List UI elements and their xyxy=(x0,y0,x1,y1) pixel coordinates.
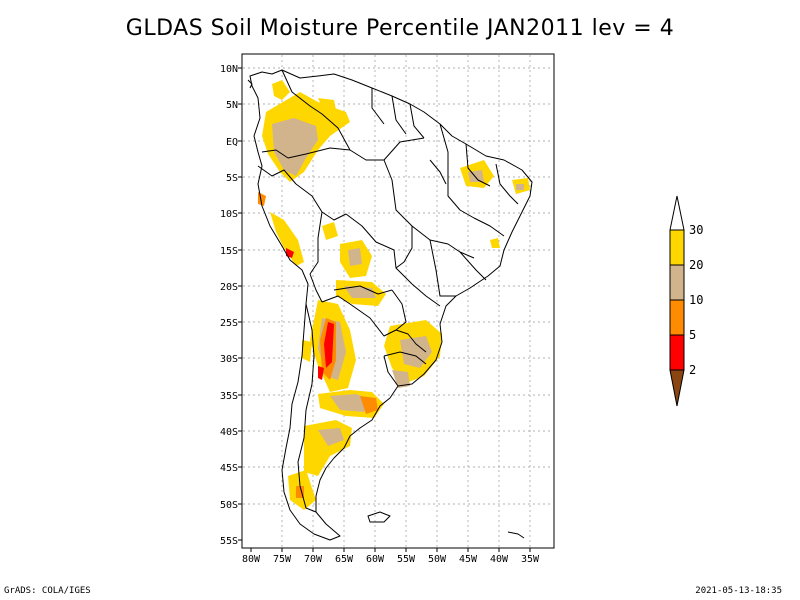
colorbar-bottom-triangle xyxy=(669,369,685,407)
brazil-internal-7 xyxy=(459,251,487,281)
shade-arg-andes-red xyxy=(324,322,334,368)
border-suriname-fguiana xyxy=(409,103,425,139)
shade-bolivia-tan xyxy=(348,248,362,266)
border-colombia-ecuador xyxy=(261,149,289,159)
continent-outline xyxy=(249,69,533,541)
shade-bolivia-yellow xyxy=(322,222,338,240)
border-peru-bolivia xyxy=(309,211,323,275)
lat-label-25s: 25S xyxy=(220,318,238,329)
colorbar-top-triangle xyxy=(669,195,685,231)
falklands xyxy=(367,511,391,523)
border-colombia-brazil xyxy=(287,137,425,161)
brazil-internal-10 xyxy=(429,159,447,185)
shade-ven-yellow xyxy=(318,98,336,112)
border-uruguay xyxy=(383,351,427,365)
footer-credit: GrADS: COLA/IGES xyxy=(4,586,91,596)
footer-timestamp: 2021-05-13-18:35 xyxy=(695,586,782,596)
border-uruguay-south xyxy=(383,355,399,387)
colorbar-swatch-20-30 xyxy=(669,229,685,266)
border-venezuela-guyana xyxy=(371,88,385,125)
lat-label-eq: EQ xyxy=(226,137,238,148)
lon-label-70w: 70W xyxy=(304,554,323,565)
lat-label-30s: 30S xyxy=(220,354,238,365)
border-colombia-venezuela xyxy=(281,69,351,151)
shade-peru-strip xyxy=(270,212,304,266)
colorbar-swatch-2-5 xyxy=(669,334,685,371)
lon-label-75w: 75W xyxy=(273,554,292,565)
lat-label-5s: 5S xyxy=(226,173,238,184)
border-bolivia-arg xyxy=(321,295,351,305)
shade-arg-central-orange xyxy=(360,396,378,414)
border-ecuador-peru xyxy=(257,165,297,185)
lat-label-55s: 55S xyxy=(220,536,238,547)
shade-chaco-tan xyxy=(344,286,376,298)
plot-frame xyxy=(241,53,555,549)
lon-label-35w: 35W xyxy=(521,554,540,565)
shade-ne-brazil-tan xyxy=(468,170,484,182)
brazil-internal-3 xyxy=(429,239,456,297)
border-guyana-suriname xyxy=(391,95,407,135)
lon-label-65w: 65W xyxy=(335,554,354,565)
lat-label-15s: 15S xyxy=(220,246,238,257)
brazil-internal-5 xyxy=(465,143,491,187)
lon-label-50w: 50W xyxy=(428,554,447,565)
border-chile-arg xyxy=(297,303,317,513)
map-title: GLDAS Soil Moisture Percentile JAN2011 l… xyxy=(125,16,675,41)
lat-label-20s: 20S xyxy=(220,282,238,293)
shade-sbrazil-tan xyxy=(400,336,432,368)
galapagos-islands xyxy=(247,79,253,89)
brazil-internal-8 xyxy=(411,283,441,307)
lon-labels: 80W 75W 70W 65W 60W 55W 50W 45W 40W 35W xyxy=(242,554,540,565)
coastline-and-borders xyxy=(247,69,533,541)
lat-ticks xyxy=(238,67,242,541)
shade-caribbean-yellow xyxy=(272,80,290,100)
colorbar-label-30: 30 xyxy=(689,223,703,237)
lat-label-45s: 45S xyxy=(220,463,238,474)
lat-label-5n: 5N xyxy=(226,100,238,111)
lon-label-60w: 60W xyxy=(366,554,385,565)
brazil-internal-9 xyxy=(495,163,519,205)
lon-label-80w: 80W xyxy=(242,554,261,565)
colorbar xyxy=(669,195,685,407)
lat-label-35s: 35S xyxy=(220,391,238,402)
colorbar-label-20: 20 xyxy=(689,258,703,272)
colorbar-label-2: 2 xyxy=(689,363,696,377)
border-paraguay-brazil xyxy=(391,289,407,331)
border-peru-brazil xyxy=(295,183,347,221)
border-bolivia-paraguay xyxy=(333,285,393,295)
brazil-internal-4 xyxy=(439,123,475,219)
brazil-internal-6 xyxy=(473,217,505,237)
tierra-del-fuego-island xyxy=(507,531,525,539)
lon-ticks xyxy=(250,548,531,552)
lon-label-40w: 40W xyxy=(490,554,509,565)
shade-brazil-small xyxy=(490,238,500,248)
border-bolivia-chile xyxy=(309,273,323,303)
soil-moisture-shading xyxy=(258,80,530,510)
brazil-internal-2 xyxy=(395,226,413,269)
lat-label-10n: 10N xyxy=(220,64,238,75)
shade-nw-tan xyxy=(272,118,318,176)
shade-chile-coast-red xyxy=(318,366,324,380)
border-arg-brazil xyxy=(395,329,427,353)
colorbar-swatch-10-20 xyxy=(669,264,685,301)
lat-label-10s: 10S xyxy=(220,209,238,220)
colorbar-swatch-5-10 xyxy=(669,299,685,336)
brazil-internal-1 xyxy=(383,159,475,259)
shade-chile-north xyxy=(302,340,312,362)
colorbar-label-5: 5 xyxy=(689,328,696,342)
colorbar-label-10: 10 xyxy=(689,293,703,307)
border-paraguay-arg xyxy=(349,303,397,337)
lat-labels: 10N 5N EQ 5S 10S 15S 20S 25S 30S 35S 40S… xyxy=(220,64,238,547)
lat-label-50s: 50S xyxy=(220,500,238,511)
lon-label-45w: 45W xyxy=(459,554,478,565)
shade-ne-coast-tan xyxy=(516,184,524,190)
border-bolivia-brazil xyxy=(345,213,413,285)
colorbar-labels: 30 20 10 5 2 xyxy=(689,223,703,377)
lon-label-55w: 55W xyxy=(397,554,416,565)
lat-label-40s: 40S xyxy=(220,427,238,438)
shade-patagonia-yellow xyxy=(304,420,352,476)
shade-patagonia-tan xyxy=(318,428,344,446)
